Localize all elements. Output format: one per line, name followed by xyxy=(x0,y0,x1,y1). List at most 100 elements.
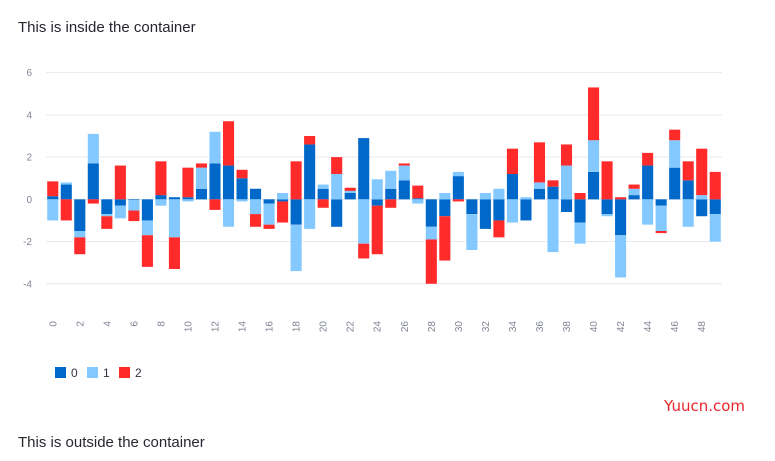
bar-series-0-x22[interactable] xyxy=(344,193,356,200)
bar-series-2-x47[interactable] xyxy=(682,161,694,181)
bar-series-1-x12[interactable] xyxy=(209,131,221,164)
bar-series-0-x31[interactable] xyxy=(466,199,478,215)
bar-series-2-x3[interactable] xyxy=(87,199,99,204)
bar-series-1-x38[interactable] xyxy=(560,165,573,200)
bar-series-2-x10[interactable] xyxy=(182,167,194,198)
bar-series-1-x32[interactable] xyxy=(479,193,491,200)
bar-series-2-x0[interactable] xyxy=(47,181,59,197)
bar-series-1-x4[interactable] xyxy=(101,214,113,217)
bar-series-2-x7[interactable] xyxy=(141,235,153,267)
bar-series-0-x4[interactable] xyxy=(101,199,113,215)
bar-series-2-x30[interactable] xyxy=(452,199,464,202)
bar-series-2-x45[interactable] xyxy=(655,231,667,234)
bar-series-2-x12[interactable] xyxy=(209,199,221,210)
bar-series-1-x36[interactable] xyxy=(533,182,546,189)
bar-series-2-x14[interactable] xyxy=(236,169,248,179)
bar-series-2-x26[interactable] xyxy=(398,163,410,166)
bar-series-0-x36[interactable] xyxy=(533,188,546,200)
bar-series-1-x37[interactable] xyxy=(547,199,559,253)
bar-series-1-x1[interactable] xyxy=(60,182,72,185)
bar-series-1-x23[interactable] xyxy=(358,199,370,244)
bar-series-0-x12[interactable] xyxy=(209,163,221,200)
bar-series-1-x11[interactable] xyxy=(195,167,208,189)
bar-series-0-x26[interactable] xyxy=(398,180,410,200)
bar-series-0-x11[interactable] xyxy=(195,188,208,200)
bar-series-1-x14[interactable] xyxy=(236,199,248,202)
bar-series-0-x18[interactable] xyxy=(290,199,302,225)
bar-series-1-x17[interactable] xyxy=(277,193,289,200)
chart-bars[interactable] xyxy=(47,87,721,284)
bar-series-2-x9[interactable] xyxy=(168,237,180,269)
bar-series-2-x27[interactable] xyxy=(412,185,424,199)
bar-series-2-x43[interactable] xyxy=(628,184,640,189)
bar-series-1-x22[interactable] xyxy=(344,190,356,193)
chart-legend[interactable]: 0 1 2 xyxy=(55,366,142,380)
bar-series-2-x49[interactable] xyxy=(709,171,721,200)
bar-series-0-x34[interactable] xyxy=(506,174,518,200)
bar-series-0-x17[interactable] xyxy=(277,199,289,202)
bar-series-1-x49[interactable] xyxy=(709,214,721,242)
bar-series-0-x44[interactable] xyxy=(642,165,654,200)
bar-series-2-x40[interactable] xyxy=(588,87,600,141)
bar-series-0-x30[interactable] xyxy=(452,176,464,200)
bar-series-1-x24[interactable] xyxy=(371,179,383,200)
bar-series-2-x24[interactable] xyxy=(371,205,383,255)
bar-series-0-x9[interactable] xyxy=(168,197,180,200)
bar-series-0-x29[interactable] xyxy=(439,199,451,217)
bar-series-0-x7[interactable] xyxy=(141,199,153,221)
bar-series-2-x8[interactable] xyxy=(155,161,167,196)
bar-series-2-x28[interactable] xyxy=(425,239,437,284)
legend-label-1[interactable]: 1 xyxy=(103,366,110,380)
bar-series-0-x3[interactable] xyxy=(87,163,99,200)
bar-series-0-x15[interactable] xyxy=(250,188,262,200)
bar-series-0-x16[interactable] xyxy=(263,199,275,204)
bar-series-2-x44[interactable] xyxy=(642,152,654,166)
bar-series-1-x21[interactable] xyxy=(331,174,343,200)
legend-label-2[interactable]: 2 xyxy=(135,366,142,380)
bar-series-1-x5[interactable] xyxy=(114,205,126,219)
bar-series-1-x19[interactable] xyxy=(304,199,316,229)
bar-series-1-x7[interactable] xyxy=(141,220,153,236)
bar-series-1-x25[interactable] xyxy=(385,170,397,189)
bar-series-1-x28[interactable] xyxy=(425,226,437,240)
bar-series-0-x20[interactable] xyxy=(317,188,329,200)
bar-series-0-x38[interactable] xyxy=(560,199,573,212)
bar-series-0-x43[interactable] xyxy=(628,195,640,200)
bar-series-2-x6[interactable] xyxy=(128,210,140,222)
bar-series-2-x33[interactable] xyxy=(493,220,505,238)
bar-series-1-x13[interactable] xyxy=(222,199,235,227)
bar-series-0-x40[interactable] xyxy=(588,171,600,200)
bar-series-1-x44[interactable] xyxy=(642,199,654,225)
legend-swatch-1[interactable] xyxy=(87,367,98,378)
bar-series-2-x5[interactable] xyxy=(114,165,126,200)
bar-series-0-x45[interactable] xyxy=(655,199,667,206)
bar-series-0-x1[interactable] xyxy=(60,184,72,200)
bar-series-1-x20[interactable] xyxy=(317,184,329,189)
bar-series-2-x38[interactable] xyxy=(560,144,573,166)
bar-series-0-x0[interactable] xyxy=(47,196,59,200)
bar-series-1-x18[interactable] xyxy=(290,224,302,272)
bar-series-0-x35[interactable] xyxy=(520,199,532,221)
bar-series-0-x13[interactable] xyxy=(222,165,235,200)
bar-series-1-x9[interactable] xyxy=(168,199,180,238)
bar-series-2-x41[interactable] xyxy=(601,161,613,200)
bar-series-2-x39[interactable] xyxy=(574,193,586,200)
bar-series-1-x15[interactable] xyxy=(250,199,262,215)
bar-series-1-x31[interactable] xyxy=(466,214,478,250)
bar-series-0-x19[interactable] xyxy=(304,144,316,200)
bar-series-1-x45[interactable] xyxy=(655,205,667,231)
bar-series-2-x37[interactable] xyxy=(547,180,559,187)
bar-series-1-x46[interactable] xyxy=(669,140,681,168)
bar-series-2-x21[interactable] xyxy=(331,157,343,174)
bar-series-1-x27[interactable] xyxy=(412,199,424,204)
bar-series-1-x10[interactable] xyxy=(182,199,194,202)
bar-series-2-x20[interactable] xyxy=(317,199,329,208)
bar-series-0-x39[interactable] xyxy=(574,199,586,223)
bar-series-1-x16[interactable] xyxy=(263,203,275,225)
bar-series-2-x4[interactable] xyxy=(101,216,113,229)
legend-swatch-2[interactable] xyxy=(119,367,130,378)
bar-series-0-x23[interactable] xyxy=(358,138,370,200)
bar-series-0-x2[interactable] xyxy=(74,199,86,231)
bar-series-1-x2[interactable] xyxy=(74,231,86,238)
